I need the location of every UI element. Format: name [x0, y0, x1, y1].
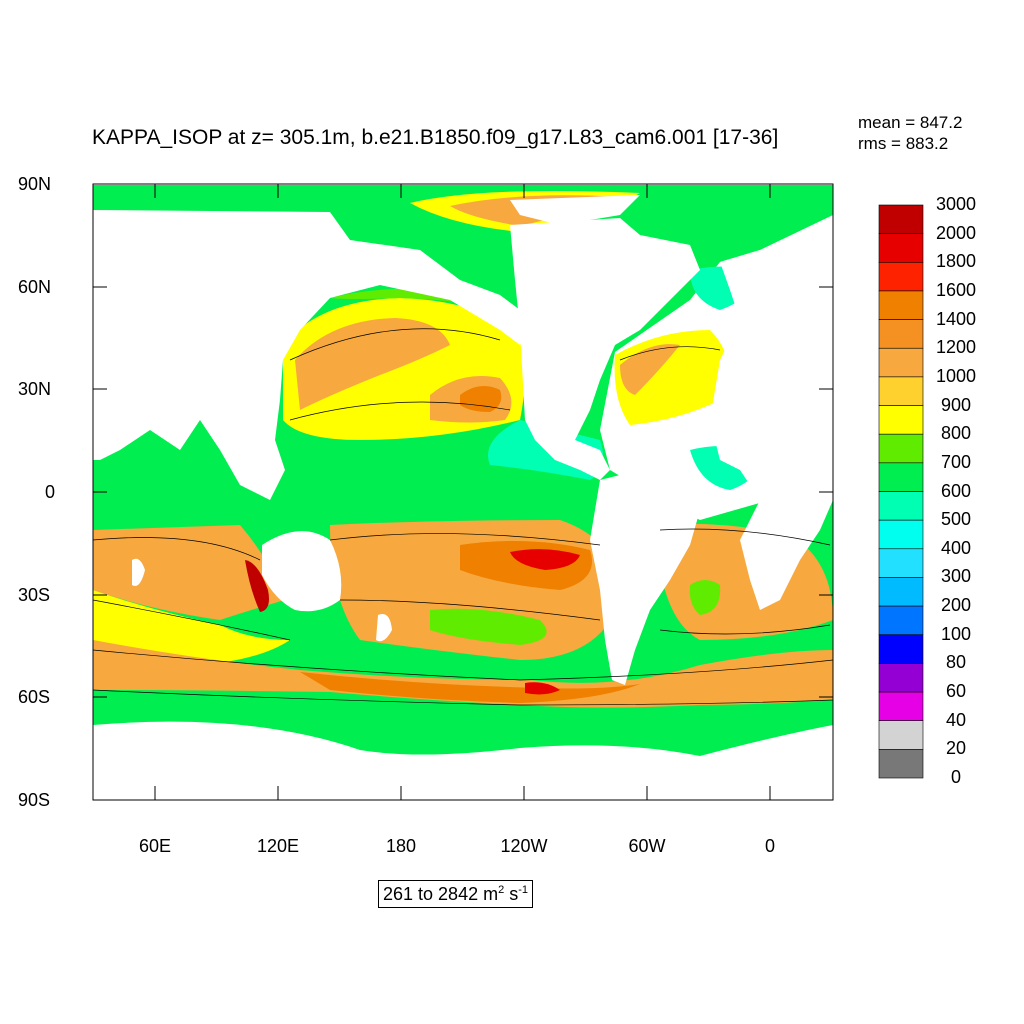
colorbar-swatch — [878, 548, 924, 578]
south-indian-band — [93, 525, 285, 620]
north-atlantic-core — [620, 344, 680, 395]
colorbar-label: 200 — [940, 595, 972, 616]
colorbar-swatch — [878, 691, 924, 721]
colorbar-label: 40 — [945, 709, 967, 730]
colorbar — [878, 204, 924, 779]
lat-label-30s: 30S — [18, 585, 51, 605]
plot-title: KAPPA_ISOP at z= 305.1m, b.e21.B1850.f09… — [92, 126, 779, 149]
colorbar-swatch — [878, 405, 924, 435]
southern-ocean-core — [300, 672, 640, 703]
colorbar-swatch — [878, 462, 924, 492]
colorbar-swatch — [878, 433, 924, 464]
antarctica-land — [93, 721, 833, 800]
lat-label-30n: 30N — [18, 379, 52, 399]
colorbar-label: 800 — [940, 423, 972, 444]
north-pacific-east-core — [460, 386, 502, 412]
colorbar-label: 0 — [950, 767, 961, 787]
colorbar-swatch — [878, 605, 924, 636]
south-atlantic-inner — [689, 580, 721, 615]
colorbar-swatch — [878, 749, 924, 779]
colorbar-label: 900 — [940, 394, 972, 415]
lon-label-120w: 120W — [500, 836, 548, 856]
colorbar-swatch — [878, 577, 924, 607]
southern-ocean-band — [93, 640, 833, 708]
colorbar-swatch — [878, 634, 924, 664]
lat-label-equator: 0 — [45, 482, 56, 502]
colorbar-label: 1800 — [935, 251, 977, 272]
colorbar-swatch — [878, 347, 924, 378]
colorbar-label: 400 — [940, 537, 972, 558]
south-indian-yellow — [93, 590, 290, 665]
colorbar-label: 60 — [945, 681, 967, 702]
units-exp-2: -1 — [518, 884, 529, 896]
africa-land — [710, 250, 833, 610]
madagascar-land — [132, 558, 145, 586]
colorbar-swatch — [878, 204, 924, 234]
north-pacific-gyre-inner — [295, 318, 450, 410]
lon-label-180: 180 — [385, 836, 417, 856]
plot-statistics: mean = 847.2 rms = 883.2 — [858, 112, 962, 154]
colorbar-swatch — [878, 491, 924, 521]
land-masses — [93, 195, 833, 800]
greenland-land — [510, 195, 640, 225]
units-exp-1: 2 — [498, 884, 505, 896]
colorbar-swatch — [878, 290, 924, 320]
contour-lines — [93, 328, 833, 706]
south-america-land — [590, 470, 700, 685]
colorbar-swatch — [878, 376, 924, 406]
colorbar-label: 1400 — [935, 308, 977, 329]
colorbar-label: 100 — [940, 623, 972, 644]
colorbar-label: 700 — [940, 451, 972, 472]
colorbar-label: 20 — [945, 738, 967, 759]
new-zealand-land — [376, 614, 392, 642]
rms-value: rms = 883.2 — [858, 134, 949, 153]
eurasia-land — [93, 210, 530, 500]
colorbar-swatch — [878, 663, 924, 693]
mean-value: mean = 847.2 — [858, 113, 963, 132]
colorbar-swatch — [878, 233, 924, 263]
australia-land — [262, 531, 342, 612]
colorbar-label: 300 — [940, 566, 972, 587]
colorbar-swatch — [878, 519, 924, 550]
south-pacific-green-tongue — [430, 608, 547, 645]
y-axis-ticks — [93, 183, 833, 801]
lon-label-120e: 120E — [256, 836, 300, 856]
units-text: 261 to 2842 m — [383, 884, 499, 904]
colorbar-swatch — [878, 319, 924, 349]
colorbar-swatch — [878, 720, 924, 750]
lat-label-90n: 90N — [18, 174, 52, 194]
colorbar-label: 600 — [940, 480, 972, 501]
x-axis-ticks — [154, 184, 771, 800]
colorbar-label: 3000 — [935, 194, 977, 214]
units-mid: s — [504, 884, 519, 904]
colorbar-label: 1000 — [935, 365, 977, 386]
south-pacific-core — [510, 549, 580, 570]
southern-ocean-hot — [525, 682, 560, 695]
colorbar-label: 2000 — [935, 222, 977, 243]
north-america-land — [510, 218, 700, 480]
units-box: 261 to 2842 m2 s-1 — [378, 880, 534, 908]
colorbar-swatch — [878, 261, 924, 292]
lat-label-60n: 60N — [18, 277, 52, 297]
lon-label-0: 0 — [764, 836, 776, 856]
lon-label-60w: 60W — [628, 836, 666, 856]
colorbar-label: 500 — [940, 509, 972, 530]
colorbar-label: 1200 — [935, 337, 977, 358]
lon-label-60e: 60E — [138, 836, 172, 856]
lat-label-90s: 90S — [18, 790, 51, 810]
leeuwin-hotspot — [245, 560, 269, 612]
map-field — [93, 184, 833, 800]
colorbar-label: 80 — [945, 652, 967, 673]
colorbar-label: 1600 — [935, 279, 977, 300]
lat-label-60s: 60S — [18, 687, 51, 707]
